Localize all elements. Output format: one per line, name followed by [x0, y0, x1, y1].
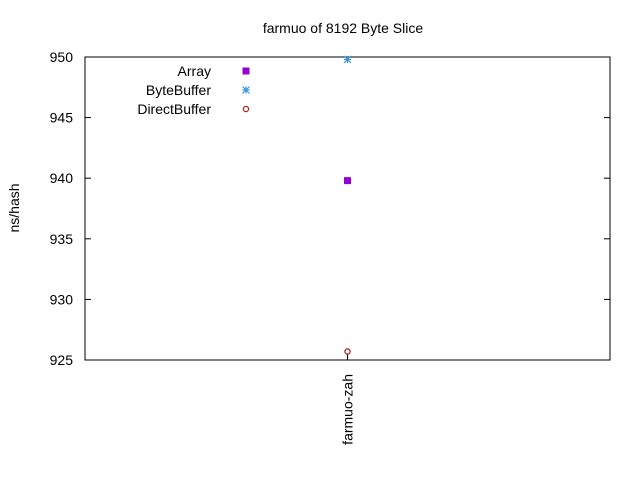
data-point-directbuffer	[344, 348, 351, 355]
x-tick-label: farmuo-zah	[340, 374, 356, 445]
y-tick-label: 930	[50, 291, 74, 307]
legend-marker-array	[242, 67, 250, 75]
y-tick-label: 925	[50, 352, 74, 368]
legend-label: DirectBuffer	[137, 101, 211, 117]
data-point-bytebuffer	[343, 55, 352, 64]
y-tick-label: 935	[50, 231, 74, 247]
legend-marker-bytebuffer	[242, 86, 250, 94]
y-axis-label: ns/hash	[6, 183, 22, 232]
axis-layer: 925 930 935 940 945 950 farmuo-zah	[50, 49, 610, 445]
y-tick-label: 950	[50, 49, 74, 65]
data-point-array	[344, 177, 351, 185]
y-tick-label: 945	[50, 110, 74, 126]
data-points	[343, 55, 352, 355]
y-tick-label: 940	[50, 170, 74, 186]
legend-label: Array	[178, 63, 211, 79]
chart-title: farmuo of 8192 Byte Slice	[263, 20, 424, 36]
legend: Array ByteBuffer DirectBuffer	[137, 63, 250, 117]
legend-label: ByteBuffer	[146, 82, 211, 98]
legend-marker-directbuffer	[242, 105, 250, 113]
